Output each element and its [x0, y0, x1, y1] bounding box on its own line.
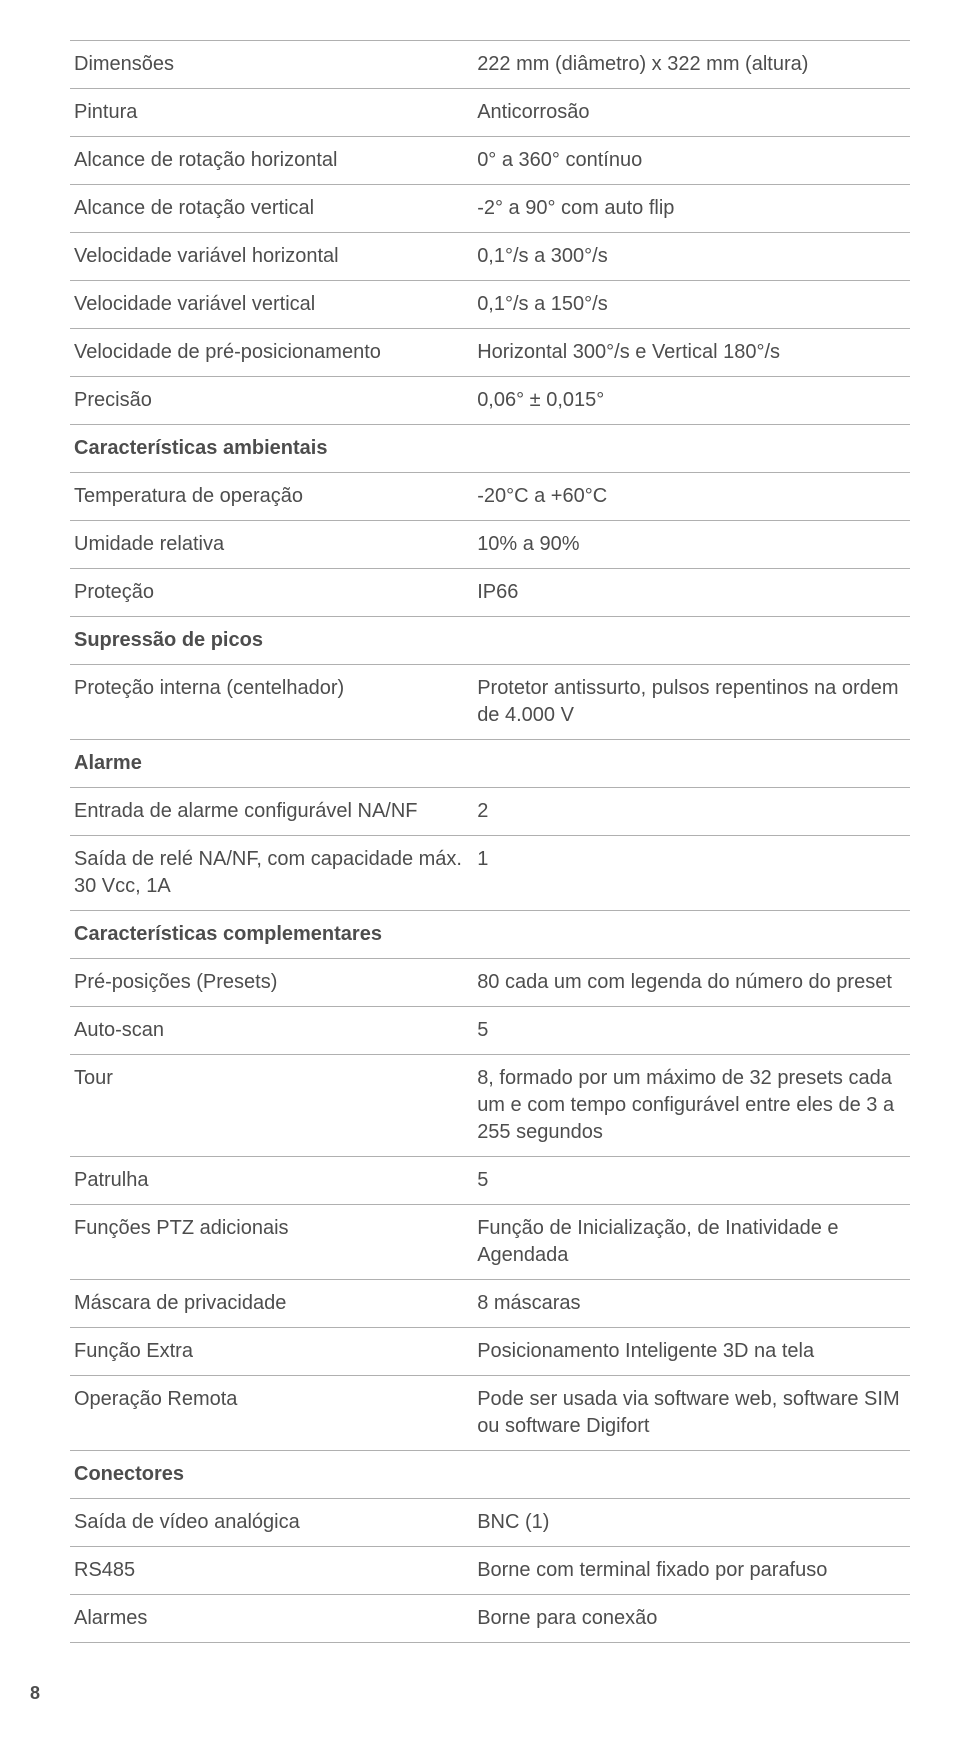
spec-value: 0° a 360° contínuo [473, 137, 910, 185]
section-heading: Características ambientais [70, 425, 910, 473]
spec-value: 5 [473, 1157, 910, 1205]
table-row: Alcance de rotação vertical-2° a 90° com… [70, 185, 910, 233]
page-number: 8 [30, 1683, 910, 1704]
table-row: Dimensões222 mm (diâmetro) x 322 mm (alt… [70, 41, 910, 89]
spec-value: 222 mm (diâmetro) x 322 mm (altura) [473, 41, 910, 89]
spec-table-body: Dimensões222 mm (diâmetro) x 322 mm (alt… [70, 41, 910, 1643]
spec-value: 5 [473, 1007, 910, 1055]
table-row: Saída de vídeo analógicaBNC (1) [70, 1499, 910, 1547]
table-row: Operação RemotaPode ser usada via softwa… [70, 1376, 910, 1451]
table-row: Saída de relé NA/NF, com capacidade máx.… [70, 836, 910, 911]
table-row: ProteçãoIP66 [70, 569, 910, 617]
section-row: Supressão de picos [70, 617, 910, 665]
section-heading: Conectores [70, 1451, 910, 1499]
spec-value: Borne para conexão [473, 1595, 910, 1643]
table-row: Entrada de alarme configurável NA/NF2 [70, 788, 910, 836]
section-heading: Alarme [70, 740, 910, 788]
spec-value: 2 [473, 788, 910, 836]
table-row: Auto-scan5 [70, 1007, 910, 1055]
spec-label: Velocidade de pré-posicionamento [70, 329, 473, 377]
table-row: Temperatura de operação-20°C a +60°C [70, 473, 910, 521]
section-row: Características ambientais [70, 425, 910, 473]
table-row: Máscara de privacidade8 máscaras [70, 1280, 910, 1328]
spec-value: 80 cada um com legenda do número do pres… [473, 959, 910, 1007]
spec-value: 10% a 90% [473, 521, 910, 569]
spec-value: IP66 [473, 569, 910, 617]
spec-value: Posicionamento Inteligente 3D na tela [473, 1328, 910, 1376]
spec-value: Pode ser usada via software web, softwar… [473, 1376, 910, 1451]
spec-label: Operação Remota [70, 1376, 473, 1451]
spec-value: Função de Inicialização, de Inatividade … [473, 1205, 910, 1280]
spec-label: Velocidade variável horizontal [70, 233, 473, 281]
spec-label: Patrulha [70, 1157, 473, 1205]
table-row: Velocidade variável vertical0,1°/s a 150… [70, 281, 910, 329]
spec-value: Horizontal 300°/s e Vertical 180°/s [473, 329, 910, 377]
section-heading: Características complementares [70, 911, 910, 959]
table-row: Funções PTZ adicionaisFunção de Iniciali… [70, 1205, 910, 1280]
table-row: PinturaAnticorrosão [70, 89, 910, 137]
spec-label: Pré-posições (Presets) [70, 959, 473, 1007]
spec-label: Umidade relativa [70, 521, 473, 569]
table-row: Velocidade variável horizontal0,1°/s a 3… [70, 233, 910, 281]
section-row: Conectores [70, 1451, 910, 1499]
table-row: Pré-posições (Presets)80 cada um com leg… [70, 959, 910, 1007]
table-row: Função ExtraPosicionamento Inteligente 3… [70, 1328, 910, 1376]
table-row: Velocidade de pré-posicionamentoHorizont… [70, 329, 910, 377]
spec-label: Velocidade variável vertical [70, 281, 473, 329]
spec-label: RS485 [70, 1547, 473, 1595]
spec-value: Borne com terminal fixado por parafuso [473, 1547, 910, 1595]
spec-value: 1 [473, 836, 910, 911]
spec-value: 8, formado por um máximo de 32 presets c… [473, 1055, 910, 1157]
section-row: Características complementares [70, 911, 910, 959]
spec-label: Alcance de rotação vertical [70, 185, 473, 233]
table-row: Alcance de rotação horizontal0° a 360° c… [70, 137, 910, 185]
table-row: Proteção interna (centelhador)Protetor a… [70, 665, 910, 740]
spec-value: -20°C a +60°C [473, 473, 910, 521]
table-row: RS485Borne com terminal fixado por paraf… [70, 1547, 910, 1595]
table-row: Patrulha5 [70, 1157, 910, 1205]
spec-label: Pintura [70, 89, 473, 137]
table-row: Umidade relativa10% a 90% [70, 521, 910, 569]
spec-label: Máscara de privacidade [70, 1280, 473, 1328]
spec-table: Dimensões222 mm (diâmetro) x 322 mm (alt… [70, 40, 910, 1643]
spec-value: -2° a 90° com auto flip [473, 185, 910, 233]
table-row: Tour8, formado por um máximo de 32 prese… [70, 1055, 910, 1157]
spec-label: Tour [70, 1055, 473, 1157]
spec-label: Proteção [70, 569, 473, 617]
spec-value: Anticorrosão [473, 89, 910, 137]
spec-label: Precisão [70, 377, 473, 425]
spec-label: Alcance de rotação horizontal [70, 137, 473, 185]
section-row: Alarme [70, 740, 910, 788]
spec-value: 0,1°/s a 300°/s [473, 233, 910, 281]
spec-value: 8 máscaras [473, 1280, 910, 1328]
spec-label: Proteção interna (centelhador) [70, 665, 473, 740]
section-heading: Supressão de picos [70, 617, 910, 665]
page: Dimensões222 mm (diâmetro) x 322 mm (alt… [0, 0, 960, 1744]
spec-value: 0,1°/s a 150°/s [473, 281, 910, 329]
spec-label: Dimensões [70, 41, 473, 89]
spec-value: 0,06° ± 0,015° [473, 377, 910, 425]
spec-value: BNC (1) [473, 1499, 910, 1547]
table-row: Precisão0,06° ± 0,015° [70, 377, 910, 425]
spec-label: Função Extra [70, 1328, 473, 1376]
spec-label: Temperatura de operação [70, 473, 473, 521]
spec-label: Auto-scan [70, 1007, 473, 1055]
table-row: AlarmesBorne para conexão [70, 1595, 910, 1643]
spec-label: Alarmes [70, 1595, 473, 1643]
spec-label: Saída de vídeo analógica [70, 1499, 473, 1547]
spec-label: Funções PTZ adicionais [70, 1205, 473, 1280]
spec-label: Entrada de alarme configurável NA/NF [70, 788, 473, 836]
spec-label: Saída de relé NA/NF, com capacidade máx.… [70, 836, 473, 911]
spec-value: Protetor antissurto, pulsos repentinos n… [473, 665, 910, 740]
